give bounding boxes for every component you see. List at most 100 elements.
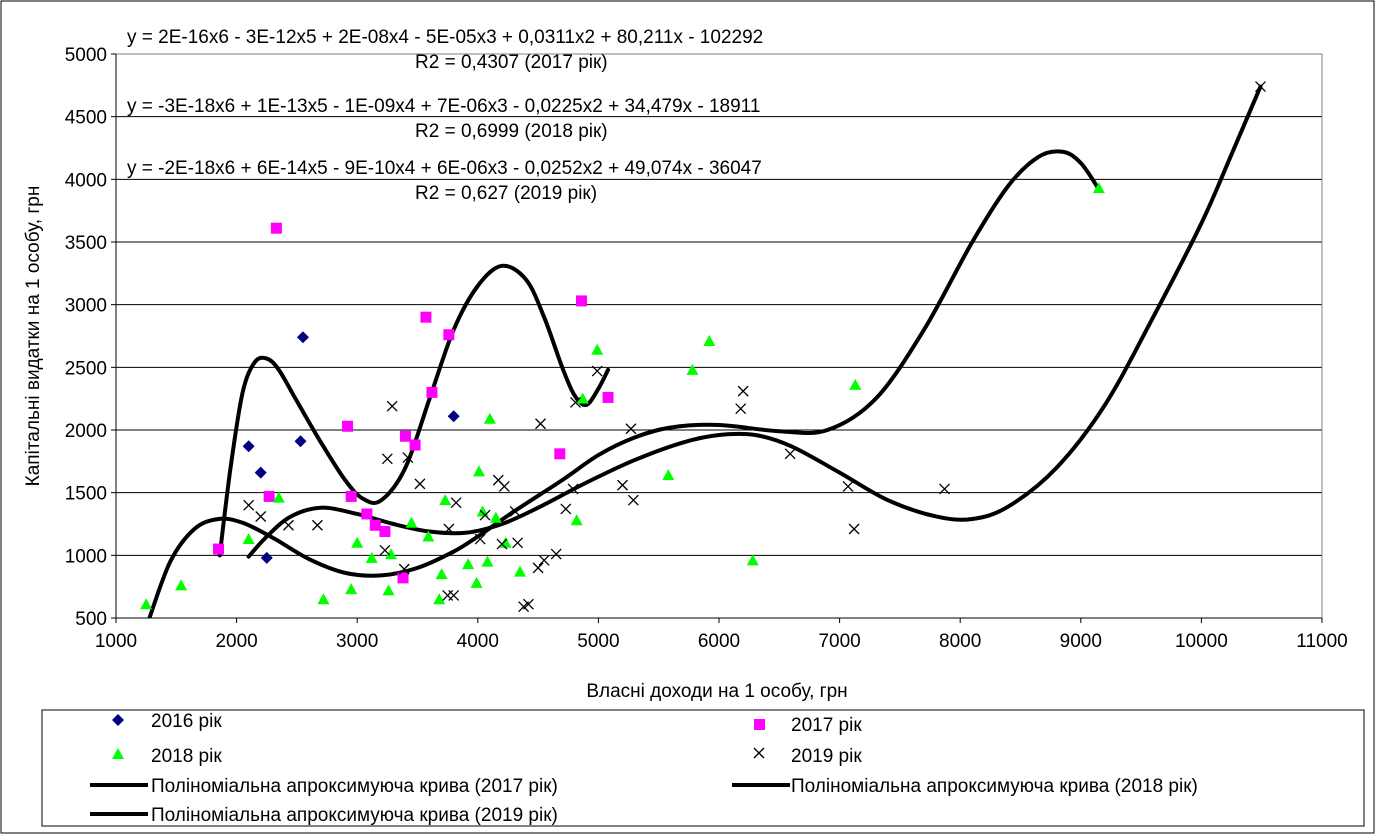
point-2017 — [399, 430, 411, 442]
x-tick-label: 7000 — [818, 631, 860, 652]
legend-entry-trend-2018: Поліноміальна апроксимуюча крива (2018 р… — [732, 776, 1198, 797]
point-2018 — [351, 536, 364, 548]
point-2018 — [384, 548, 397, 560]
point-2019 — [538, 554, 550, 566]
point-2017 — [379, 526, 391, 538]
y-tick-label: 1000 — [65, 546, 107, 567]
point-2019 — [560, 503, 572, 515]
equation-2018: y = -3E-18x6 + 1E-13x5 - 1E-09x4 + 7E-06… — [127, 96, 760, 117]
point-2018 — [317, 593, 330, 605]
x-tick-label: 8000 — [939, 631, 981, 652]
point-2017 — [409, 439, 421, 451]
x-tick-label: 9000 — [1060, 631, 1102, 652]
equation-2019: y = -2E-18x6 + 6E-14x5 - 9E-10x4 + 6E-06… — [127, 158, 762, 179]
equation-annotations: y = 2E-16x6 - 3E-12x5 + 2E-08x4 - 5E-05x… — [127, 27, 763, 204]
point-2018 — [439, 494, 452, 506]
legend-entry-trend-2017: Поліноміальна апроксимуюча крива (2017 р… — [90, 776, 558, 797]
point-2017 — [263, 490, 275, 502]
y-tick-label: 500 — [75, 609, 107, 630]
point-2018 — [345, 583, 358, 595]
point-2018 — [462, 558, 475, 570]
point-2018 — [473, 465, 486, 477]
point-2016 — [260, 551, 273, 564]
point-2019 — [386, 400, 398, 412]
y-tick-label: 4000 — [65, 170, 107, 191]
point-2016 — [294, 435, 307, 448]
point-2019 — [402, 452, 414, 464]
trendline-2019 — [246, 84, 1263, 559]
point-2017 — [602, 391, 614, 403]
point-2017 — [576, 295, 588, 307]
point-2016 — [296, 331, 309, 344]
point-2019 — [474, 533, 486, 545]
legend-entry-2019: 2019 рік — [753, 746, 862, 767]
point-2016 — [254, 466, 267, 479]
r2-2017: R2 = 0,4307 (2017 рік) — [415, 52, 608, 73]
point-2018 — [242, 533, 255, 545]
legend-label-trend-2017: Поліноміальна апроксимуюча крива (2017 р… — [151, 776, 558, 797]
point-2018 — [435, 568, 448, 580]
y-tick-label: 1500 — [65, 484, 107, 505]
point-2018 — [272, 491, 285, 503]
r2-2018: R2 = 0,6999 (2018 рік) — [415, 121, 608, 142]
point-2018 — [422, 530, 435, 542]
point-2019 — [311, 519, 323, 531]
point-2019 — [498, 480, 510, 492]
trendline-2018 — [147, 149, 1101, 618]
point-2019 — [443, 523, 455, 535]
legend-entry-2017: 2017 рік — [754, 715, 862, 736]
legend-label-trend-2018: Поліноміальна апроксимуюча крива (2018 р… — [791, 776, 1198, 797]
point-2019 — [625, 423, 637, 435]
legend-label-trend-2019: Поліноміальна апроксимуюча крива (2019 р… — [151, 805, 558, 826]
r2-2019: R2 = 0,627 (2019 рік) — [415, 183, 597, 204]
point-2018 — [576, 392, 589, 404]
point-2019 — [567, 483, 579, 495]
point-2016 — [447, 410, 460, 423]
point-2017 — [443, 329, 455, 341]
point-2019 — [243, 499, 255, 511]
x-tick-label: 1000 — [95, 631, 137, 652]
point-2019 — [282, 519, 294, 531]
point-2017 — [420, 311, 432, 323]
point-2019 — [627, 494, 639, 506]
point-2017 — [342, 420, 354, 432]
point-2019 — [512, 537, 524, 549]
point-2018 — [382, 584, 395, 596]
trendline-layer — [147, 84, 1263, 618]
point-2019 — [509, 506, 521, 517]
equation-2017: y = 2E-16x6 - 3E-12x5 + 2E-08x4 - 5E-05x… — [127, 27, 763, 48]
point-2018 — [481, 555, 494, 567]
point-2018 — [849, 378, 862, 390]
point-2018 — [1092, 182, 1105, 194]
point-2018 — [489, 511, 502, 523]
point-2017 — [426, 386, 438, 398]
point-2018 — [470, 576, 483, 588]
point-2019 — [735, 403, 747, 415]
legend-label-2018: 2018 рік — [151, 746, 222, 767]
axis-layer: 5001000150020002500300035004000450050001… — [65, 45, 1348, 652]
x-tick-label: 4000 — [457, 631, 499, 652]
point-2018 — [514, 565, 527, 577]
point-2018 — [483, 412, 496, 424]
point-2019 — [450, 497, 462, 509]
y-tick-label: 3500 — [65, 233, 107, 254]
y-tick-label: 2000 — [65, 421, 107, 442]
legend-marker-diamond-icon — [112, 714, 124, 726]
point-2019 — [1255, 81, 1266, 93]
y-tick-label: 5000 — [65, 45, 107, 66]
x-axis-title: Власні доходи на 1 особу, грн — [586, 681, 847, 702]
point-2017 — [369, 519, 381, 531]
point-2018 — [405, 516, 418, 528]
legend-marker-square-icon — [754, 719, 765, 730]
grid-layer — [116, 116, 1322, 556]
point-2017 — [554, 448, 566, 460]
x-tick-label: 6000 — [698, 631, 740, 652]
y-axis-title: Капітальні видатки на 1 особу, грн — [23, 186, 44, 487]
point-2016 — [242, 440, 255, 453]
legend-box — [41, 709, 1365, 827]
legend-label-2017: 2017 рік — [791, 715, 862, 736]
point-2017 — [397, 572, 409, 584]
legend-entry-trend-2019: Поліноміальна апроксимуюча крива (2019 р… — [90, 805, 558, 826]
